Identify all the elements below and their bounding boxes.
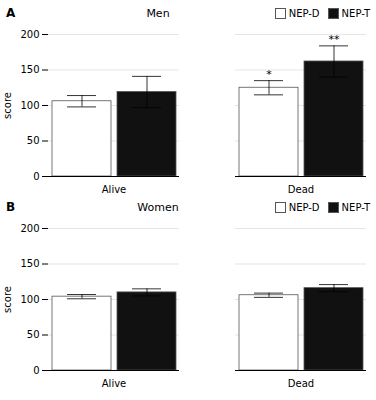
html-text:A: A xyxy=(6,6,16,20)
html-text:NEP-D: NEP-D xyxy=(288,7,320,19)
svg-text:Alive: Alive xyxy=(102,378,126,389)
html-text:Men: Men xyxy=(146,6,170,20)
html-text:Women: Women xyxy=(137,200,179,214)
html-text:NEP-T: NEP-T xyxy=(341,201,370,213)
html-text:NEP-T: NEP-T xyxy=(341,7,370,19)
svg-text:0: 0 xyxy=(33,365,39,376)
svg-text:score: score xyxy=(2,286,13,313)
svg-text:200: 200 xyxy=(20,29,39,40)
svg-text:100: 100 xyxy=(20,100,39,111)
html-text:NEP-D: NEP-D xyxy=(288,201,320,213)
svg-text:200: 200 xyxy=(20,223,39,234)
svg-text:**: ** xyxy=(329,33,341,46)
svg-text:100: 100 xyxy=(20,294,39,305)
svg-text:150: 150 xyxy=(20,258,39,269)
svg-text:*: * xyxy=(266,68,272,81)
svg-text:50: 50 xyxy=(27,135,40,146)
svg-text:50: 50 xyxy=(27,329,40,340)
svg-text:Dead: Dead xyxy=(288,184,314,195)
svg-text:score: score xyxy=(2,92,13,119)
svg-text:0: 0 xyxy=(33,171,39,182)
svg-text:150: 150 xyxy=(20,64,39,75)
svg-text:Dead: Dead xyxy=(288,378,314,389)
svg-text:Alive: Alive xyxy=(102,184,126,195)
html-text:B: B xyxy=(6,200,16,214)
